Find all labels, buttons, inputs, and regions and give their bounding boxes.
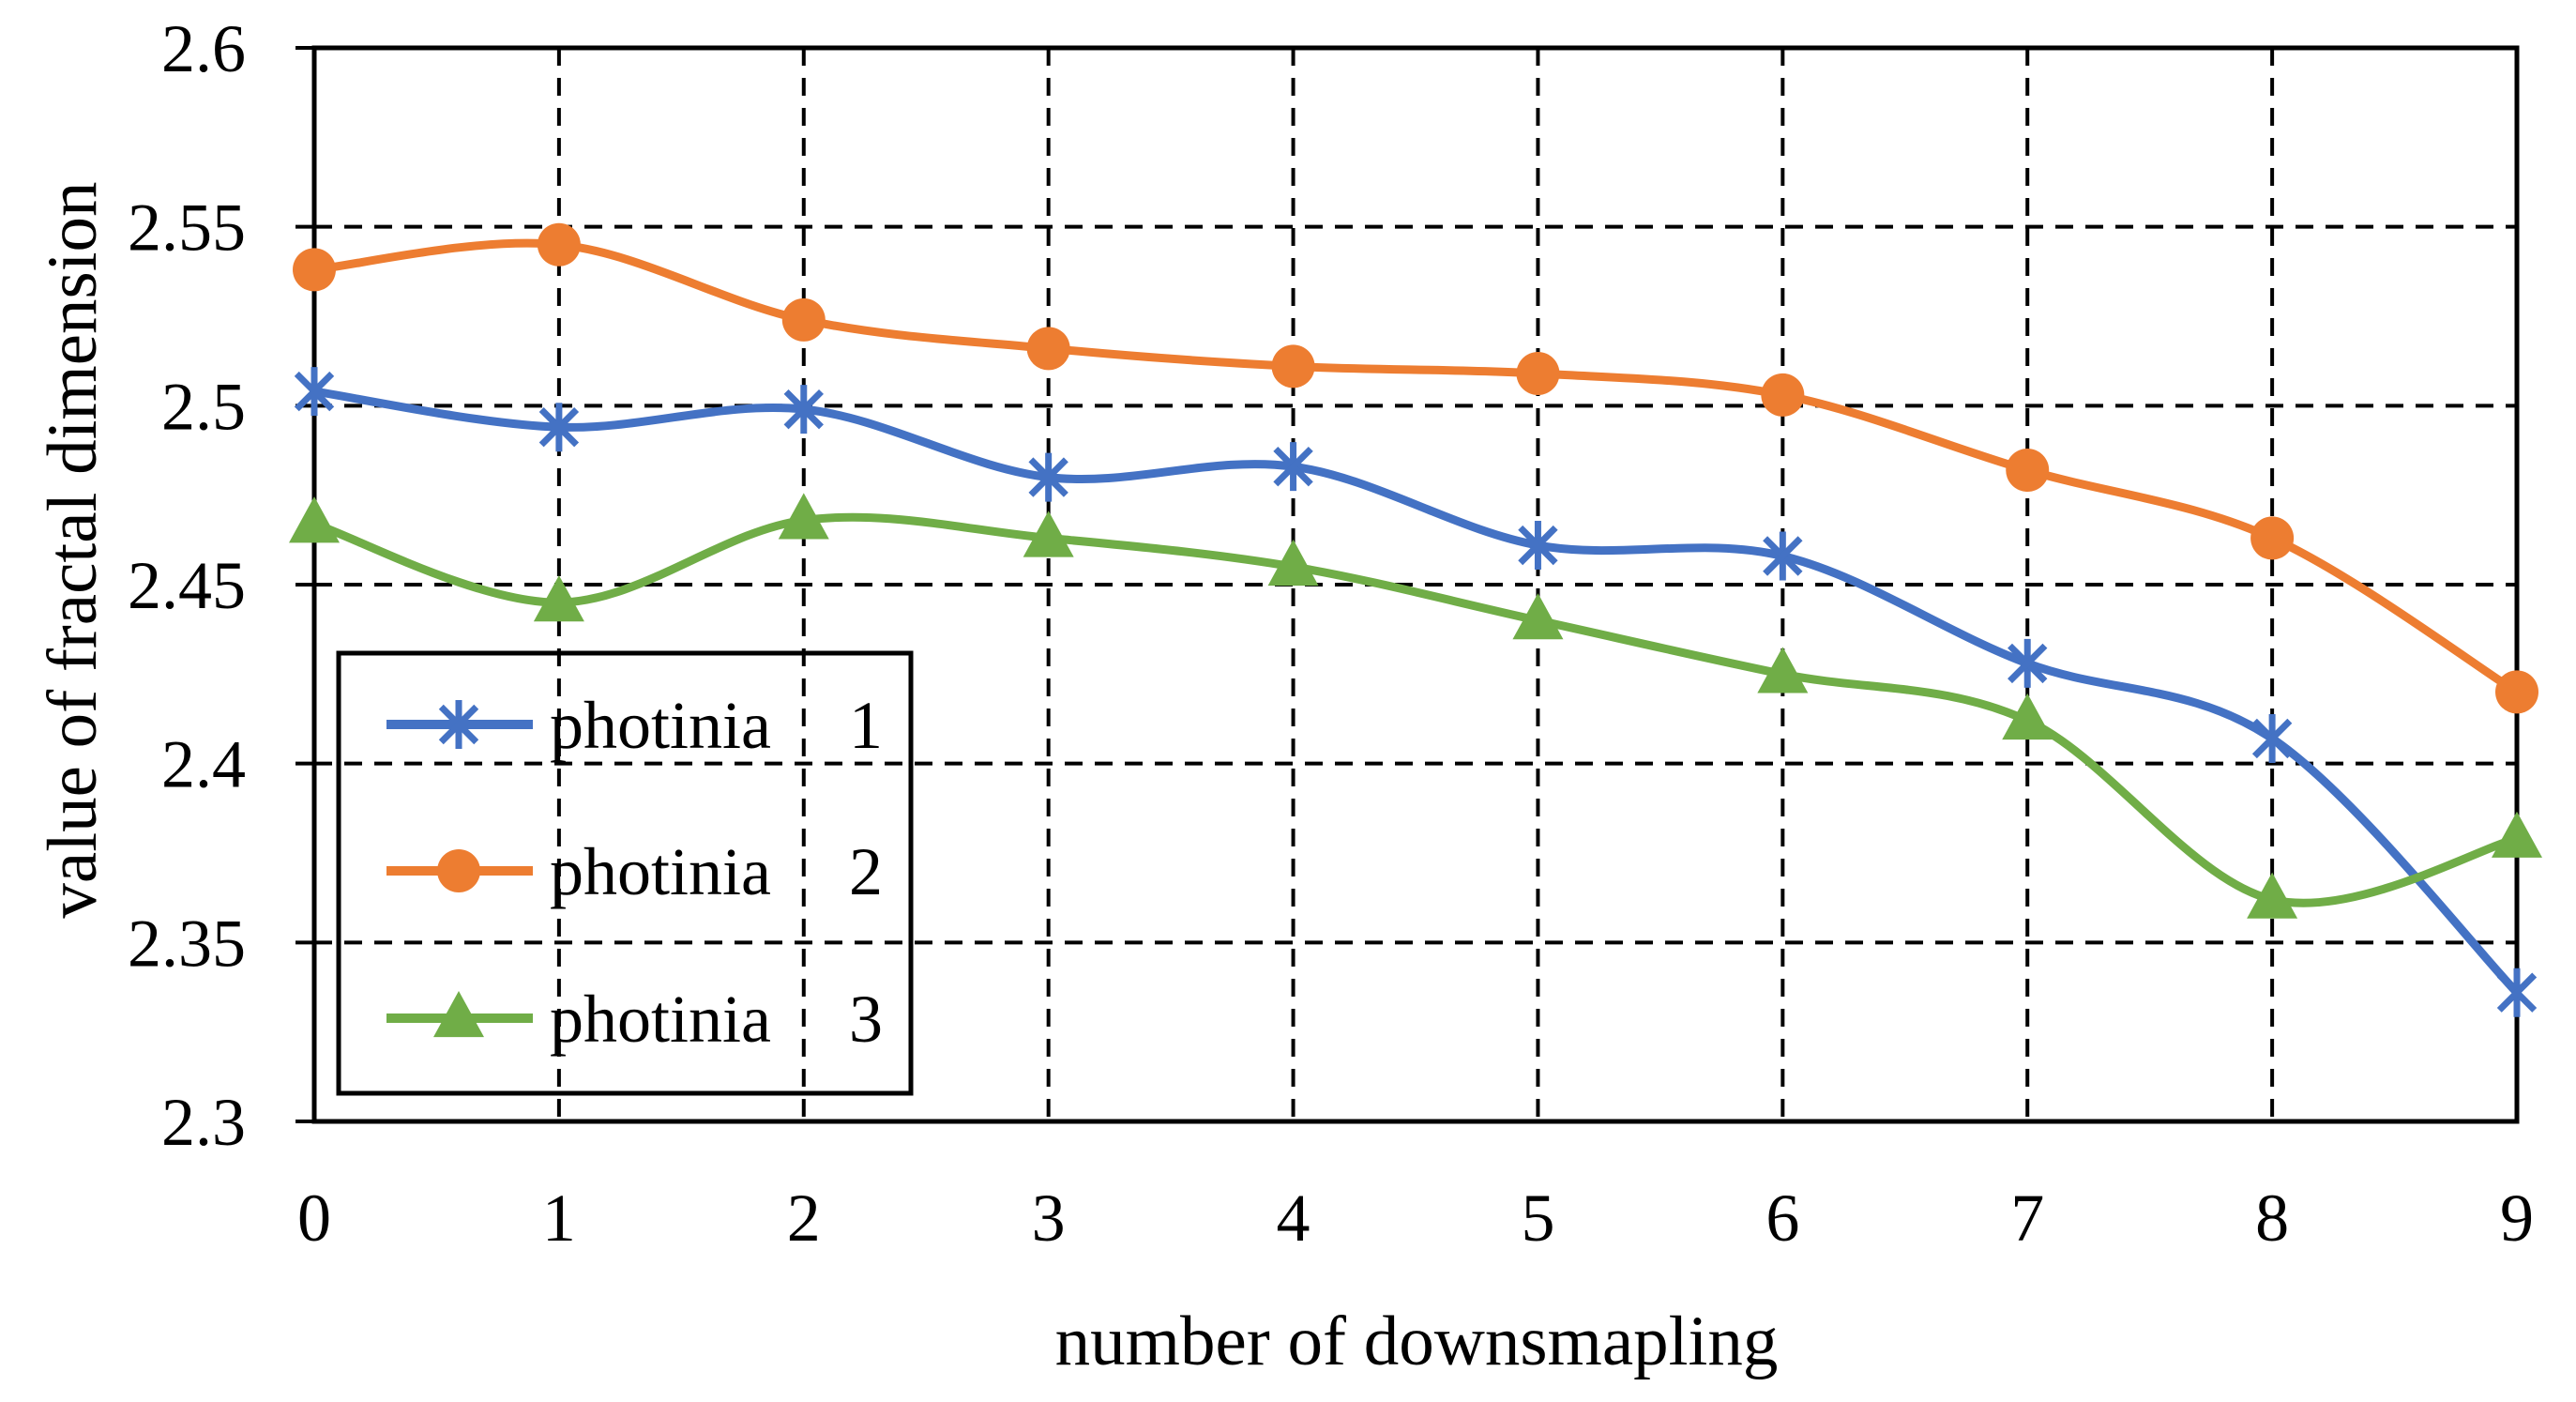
x-tick-label: 1 <box>542 1181 576 1256</box>
x-tick-label: 9 <box>2500 1181 2534 1256</box>
data-point-marker-photinia-3 <box>289 496 340 543</box>
data-point-marker-photinia-3 <box>1267 539 1319 587</box>
y-axis-title: value of fractal dimension <box>34 181 112 919</box>
legend-label-number: 1 <box>849 688 883 763</box>
data-point-marker-photinia-3 <box>1512 593 1564 640</box>
series-line-photinia-1 <box>310 387 2522 998</box>
y-tick-label: 2.45 <box>128 548 246 623</box>
x-axis-title: number of downsmapling <box>1054 1303 1779 1380</box>
legend-marker-circle <box>437 849 480 892</box>
x-tick-label: 2 <box>787 1181 821 1256</box>
data-point-marker-photinia-1 <box>294 371 335 412</box>
data-point-marker-photinia-2 <box>1516 352 1560 396</box>
data-point-marker-photinia-2 <box>1026 327 1070 371</box>
data-point-marker-photinia-3 <box>778 493 829 540</box>
legend-label-number: 3 <box>849 982 883 1057</box>
x-tick-label: 8 <box>2255 1181 2289 1256</box>
series-line-photinia-3 <box>310 512 2522 907</box>
data-point-marker-photinia-1 <box>538 407 580 448</box>
data-point-marker-photinia-2 <box>2006 448 2050 492</box>
legend-label: photinia <box>550 982 771 1057</box>
data-point-marker-photinia-3 <box>1023 511 1074 557</box>
data-point-marker-photinia-3 <box>533 575 584 622</box>
x-tick-label: 4 <box>1277 1181 1311 1256</box>
data-point-marker-photinia-2 <box>293 248 336 292</box>
y-tick-label: 2.5 <box>161 369 246 444</box>
y-tick-label: 2.4 <box>161 727 246 802</box>
data-point-marker-photinia-1 <box>783 389 824 430</box>
data-point-marker-photinia-1 <box>1518 525 1558 566</box>
y-tick-label: 2.35 <box>128 906 246 981</box>
legend-box <box>336 650 914 1096</box>
series-line-photinia-2 <box>310 238 2522 696</box>
data-point-marker-photinia-2 <box>537 222 581 267</box>
data-point-marker-photinia-2 <box>2250 516 2295 560</box>
y-tick-label: 2.55 <box>128 190 246 266</box>
data-point-marker-photinia-1 <box>2251 718 2293 759</box>
data-point-marker-photinia-2 <box>1271 344 1315 389</box>
legend-label: photinia <box>550 688 771 763</box>
x-tick-label: 0 <box>297 1181 331 1256</box>
x-tick-label: 6 <box>1765 1181 1799 1256</box>
data-point-marker-photinia-3 <box>2247 872 2298 919</box>
data-point-marker-photinia-2 <box>781 297 826 342</box>
data-point-marker-photinia-1 <box>1028 457 1068 497</box>
x-tick-label: 7 <box>2010 1181 2044 1256</box>
legend-label: photinia <box>550 834 771 909</box>
y-tick-label: 2.3 <box>161 1085 246 1160</box>
legend-marker-triangle <box>433 991 484 1038</box>
data-point-marker-photinia-1 <box>1273 446 1313 487</box>
data-point-marker-photinia-3 <box>2492 811 2542 858</box>
data-point-marker-photinia-3 <box>2002 693 2053 740</box>
data-point-marker-photinia-2 <box>2495 670 2538 714</box>
y-tick-label: 2.6 <box>161 11 246 86</box>
data-point-marker-photinia-1 <box>2008 643 2048 684</box>
x-tick-label: 3 <box>1032 1181 1066 1256</box>
x-tick-label: 5 <box>1521 1181 1554 1256</box>
data-point-marker-photinia-1 <box>1763 536 1803 576</box>
data-point-marker-photinia-3 <box>1757 647 1809 693</box>
data-point-marker-photinia-2 <box>1761 373 1805 417</box>
legend-marker-asterisk <box>438 704 479 745</box>
data-point-marker-photinia-1 <box>2496 972 2538 1013</box>
legend-label-number: 2 <box>849 834 883 909</box>
